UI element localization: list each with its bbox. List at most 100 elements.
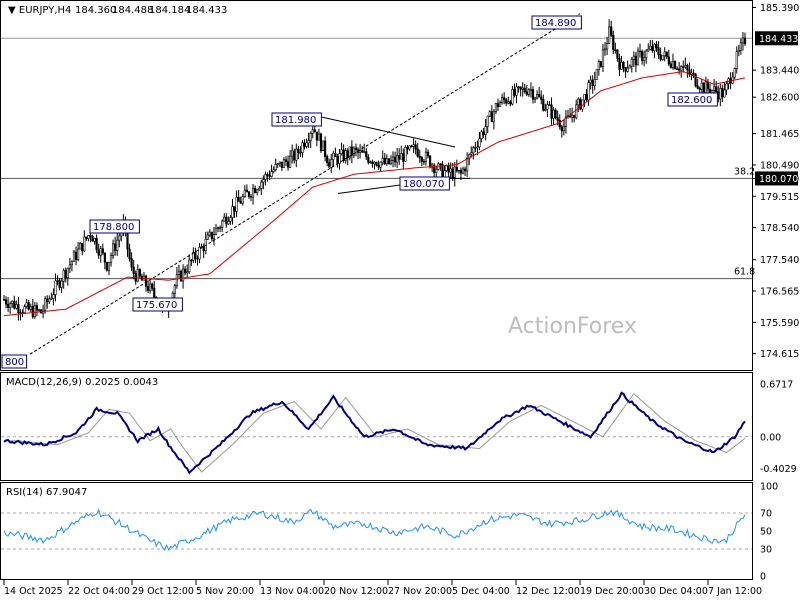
price-annotation-box (399, 176, 450, 191)
candle-body (486, 115, 489, 127)
rsi-layer (1, 508, 752, 551)
candle-body (560, 126, 563, 132)
candle-body (358, 150, 362, 153)
watermark: ActionForex (508, 314, 637, 339)
candle-body (667, 56, 670, 65)
candle-body (2, 299, 6, 301)
candle-body (601, 49, 605, 67)
candle-body (365, 151, 368, 158)
candle-body (179, 270, 183, 282)
candle-body (682, 66, 685, 68)
candle-body (70, 261, 74, 266)
candle-body (420, 157, 423, 162)
candle-body (587, 82, 590, 101)
candle-body (332, 153, 335, 160)
candle-body (610, 26, 613, 36)
candle-body (315, 131, 318, 141)
candle-body (573, 114, 576, 119)
ohlc-high: 184.488 (112, 5, 153, 16)
candle-body (338, 153, 341, 164)
triangle-upper-line (321, 116, 456, 148)
candle-body (700, 82, 703, 90)
macd-tick-label: 0.00 (760, 432, 781, 443)
candle-body (531, 89, 535, 100)
candle-body (56, 280, 59, 282)
candle-body (645, 50, 648, 58)
candle-body (680, 66, 683, 71)
candle-body (284, 159, 288, 163)
candle-body (568, 115, 572, 118)
candle-body (593, 79, 596, 87)
candle-body (210, 231, 213, 240)
candle-body (661, 55, 664, 60)
candle-body (527, 89, 530, 95)
price-annotation-label: 184.890 (535, 18, 576, 29)
candle-body (542, 99, 545, 111)
candle-body (251, 187, 255, 198)
candle-body (307, 140, 310, 144)
candle-body (268, 175, 271, 177)
current-price-label: 184.433 (759, 34, 798, 45)
candle-body (173, 285, 176, 294)
candle-body (188, 259, 191, 273)
candle-body (254, 187, 257, 193)
candle-body (342, 149, 345, 161)
candle-body (369, 161, 372, 164)
candle-body (445, 165, 448, 171)
fib-level-label: 38.2 (734, 166, 755, 177)
candle-body (334, 153, 337, 157)
candle-body (519, 86, 522, 90)
candle-body (190, 259, 193, 262)
candle-body (591, 79, 594, 87)
candle-body (25, 302, 28, 307)
candle-body (202, 246, 205, 252)
candle-body (536, 94, 539, 99)
candle-body (354, 147, 358, 150)
candle-body (264, 174, 267, 180)
candle-body (270, 171, 273, 177)
candle-body (614, 49, 617, 51)
candle-body (130, 258, 133, 268)
candle-body (231, 206, 234, 218)
candle-body (678, 68, 681, 71)
candles-layer (2, 19, 747, 321)
candle-body (492, 111, 495, 123)
candle-body (146, 285, 150, 291)
candle-body (657, 47, 660, 56)
candle-body (624, 67, 627, 72)
candle-body (455, 166, 458, 172)
price-tick-label: 174.615 (760, 349, 799, 360)
candle-body (517, 86, 520, 88)
candle-body (289, 155, 292, 168)
candle-body (97, 249, 100, 256)
candle-body (206, 234, 209, 240)
candle-body (348, 146, 351, 159)
candle-body (237, 196, 240, 202)
candle-body (241, 196, 244, 204)
date-tick-label: 22 Oct 04:00 (68, 586, 130, 597)
candle-body (233, 206, 236, 212)
candle-body (297, 148, 300, 153)
candle-body (671, 61, 675, 68)
date-tick-label: 30 Dec 04:00 (644, 586, 708, 597)
candle-body (350, 146, 353, 156)
candle-body (66, 267, 69, 279)
rsi-panel-frame (0, 482, 753, 580)
date-tick-label: 29 Oct 12:00 (132, 586, 194, 597)
candle-body (595, 69, 598, 80)
candle-body (424, 151, 428, 162)
candle-body (706, 81, 710, 90)
candle-body (702, 82, 705, 94)
candle-body (490, 111, 493, 123)
candle-body (293, 150, 296, 161)
candle-body (385, 158, 388, 165)
candle-body (498, 102, 502, 107)
candle-body (89, 235, 92, 237)
candle-body (68, 264, 71, 269)
candle-body (503, 97, 506, 101)
candle-body (418, 155, 421, 158)
candle-body (46, 298, 49, 303)
candle-body (37, 309, 41, 311)
candle-body (597, 61, 600, 70)
candle-body (81, 243, 84, 252)
